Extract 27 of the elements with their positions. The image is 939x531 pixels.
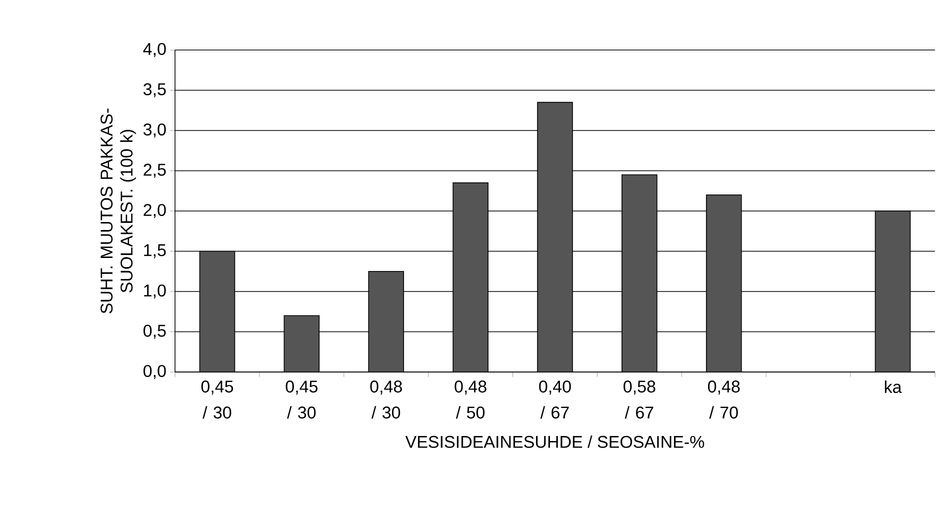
bar	[874, 210, 911, 372]
bar	[452, 182, 488, 372]
x-axis-title: VESISIDEAINESUHDE / SEOSAINE-%	[405, 435, 704, 448]
bar	[284, 315, 320, 372]
y-tick-label: 1,0	[144, 284, 166, 299]
y-tick-label: 3,0	[143, 123, 166, 138]
bar	[706, 194, 742, 372]
y-tick-label: 2,0	[144, 204, 166, 218]
y-tick-label: 4,0	[143, 42, 166, 58]
x-tick-label: 0,45 / 30	[201, 380, 234, 419]
y-tick-label: 3,5	[143, 83, 166, 98]
y-tick-label: 0,0	[143, 364, 166, 380]
x-tick-label: 0,48 / 30	[370, 380, 402, 419]
y-tick-label: 1,5	[144, 244, 166, 258]
y-axis-title: SUHT. MUUTOS PAKKAS-SUOLAKEST. (100 k)	[100, 108, 136, 314]
bar	[622, 174, 658, 372]
bar	[368, 270, 404, 372]
x-tick-label: 0,45 / 30	[286, 380, 318, 419]
x-tick-label: 0,48 / 50	[454, 380, 486, 419]
bar	[537, 102, 573, 372]
x-tick-label: ka	[884, 380, 902, 394]
x-tick-label: 0,48 / 70	[708, 380, 740, 419]
y-tick-label: 2,5	[144, 164, 166, 178]
y-tick-label: 0,5	[143, 324, 166, 339]
x-tick-label: 0,58 / 67	[624, 380, 656, 419]
x-tick-label: 0,40 / 67	[539, 380, 571, 419]
bar	[199, 250, 236, 372]
